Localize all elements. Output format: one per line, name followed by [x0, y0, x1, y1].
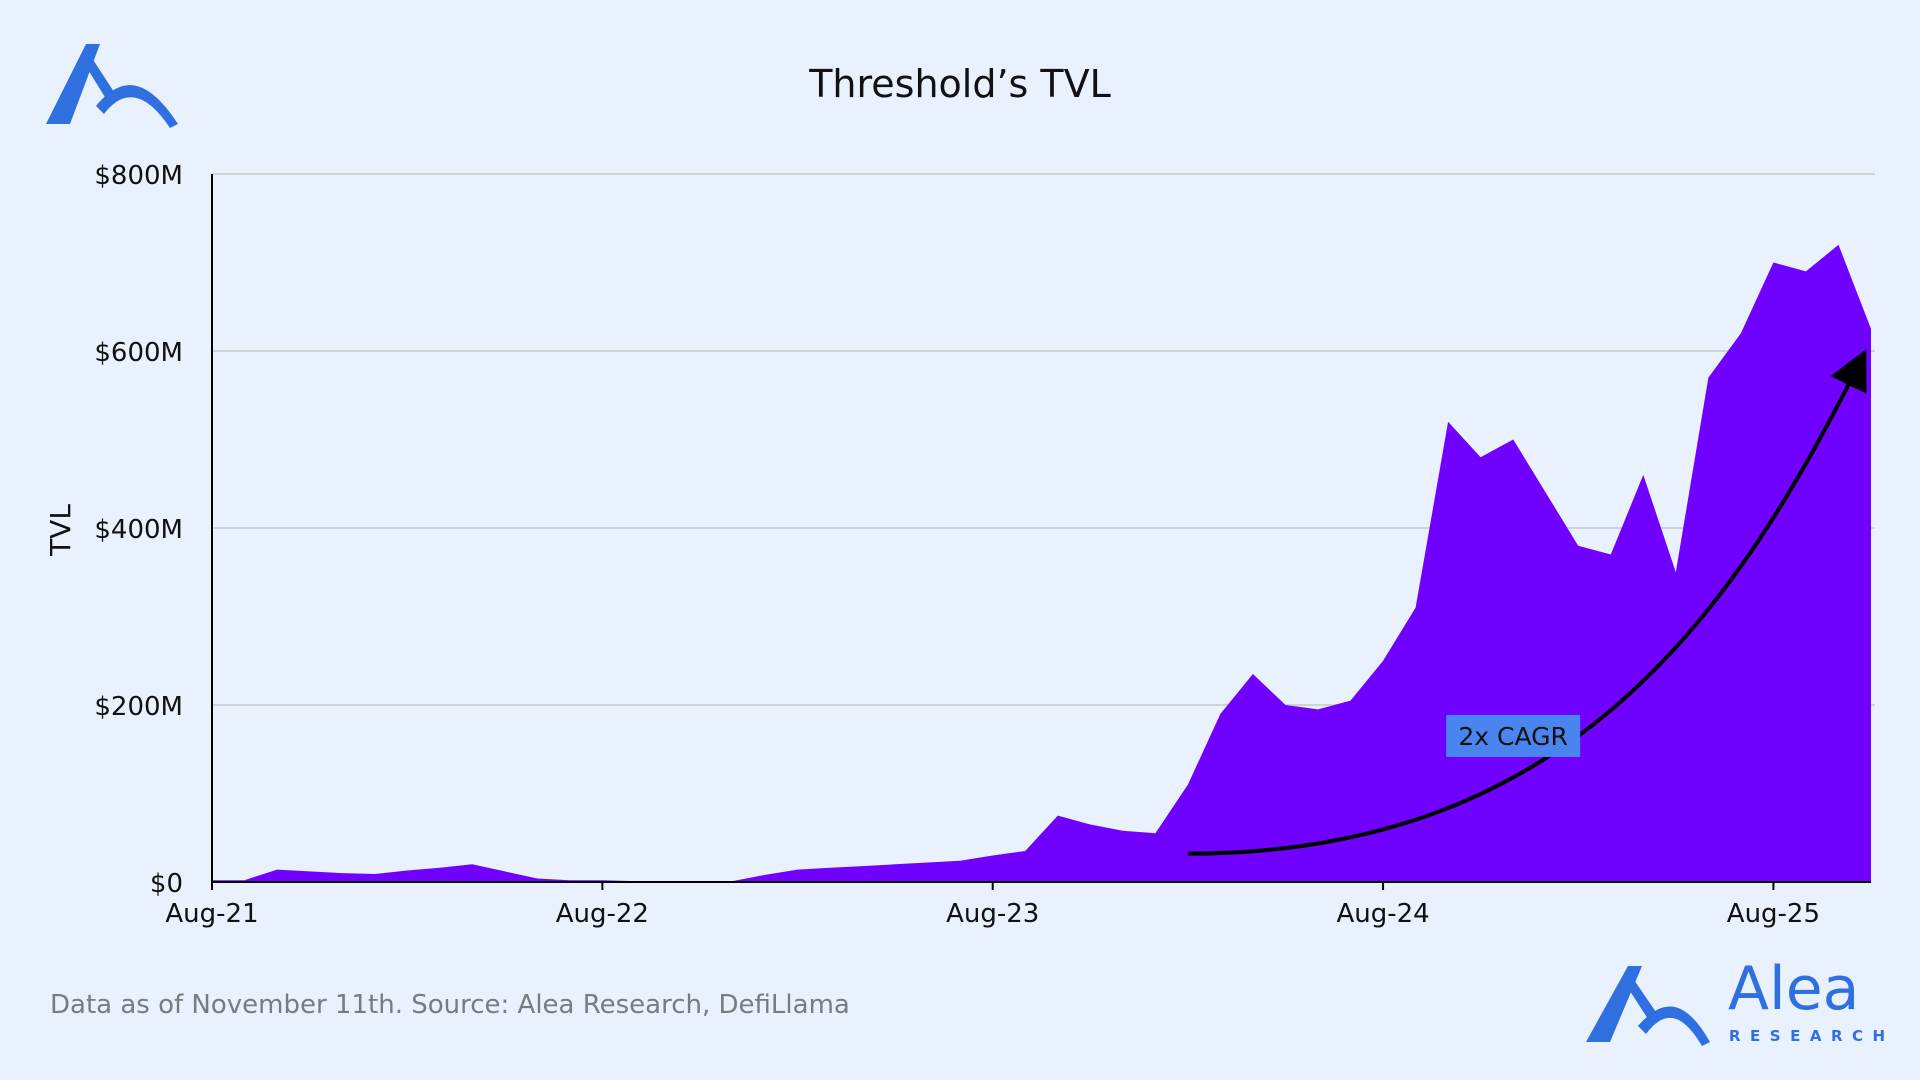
y-tick-label: $0 — [150, 869, 183, 899]
chart-title: Threshold’s TVL — [809, 62, 1111, 106]
y-tick-label: $200M — [94, 692, 183, 722]
brand-name: Alea — [1728, 954, 1860, 1024]
x-tick-label: Aug-24 — [1336, 899, 1429, 929]
x-tick-label: Aug-21 — [165, 899, 258, 929]
x-tick-label: Aug-22 — [556, 899, 649, 929]
y-tick-label: $600M — [94, 338, 183, 368]
tvl-area — [212, 244, 1871, 883]
y-tick-label: $400M — [94, 515, 183, 545]
alea-logo-icon — [46, 44, 178, 128]
annotation-box — [1446, 714, 1581, 757]
alea-brand-logo-icon — [1586, 966, 1710, 1046]
y-axis-label: TVL — [44, 504, 77, 557]
annotations: 2x CAGR — [1446, 714, 1581, 757]
x-tick-label: Aug-25 — [1727, 899, 1820, 929]
y-tick-labels: $0 $200M $400M $600M $800M — [94, 161, 183, 899]
y-tick-label: $800M — [94, 161, 183, 191]
trend-arrow — [1187, 349, 1867, 856]
x-tick-label: Aug-23 — [946, 899, 1039, 929]
brand-subtitle: RESEARCH — [1729, 1027, 1895, 1045]
annotation-label: 2x CAGR — [1458, 722, 1568, 751]
x-tick-labels: Aug-21 Aug-22 Aug-23 Aug-24 Aug-25 — [165, 882, 1820, 929]
footer-note: Data as of November 11th. Source: Alea R… — [50, 990, 850, 1020]
